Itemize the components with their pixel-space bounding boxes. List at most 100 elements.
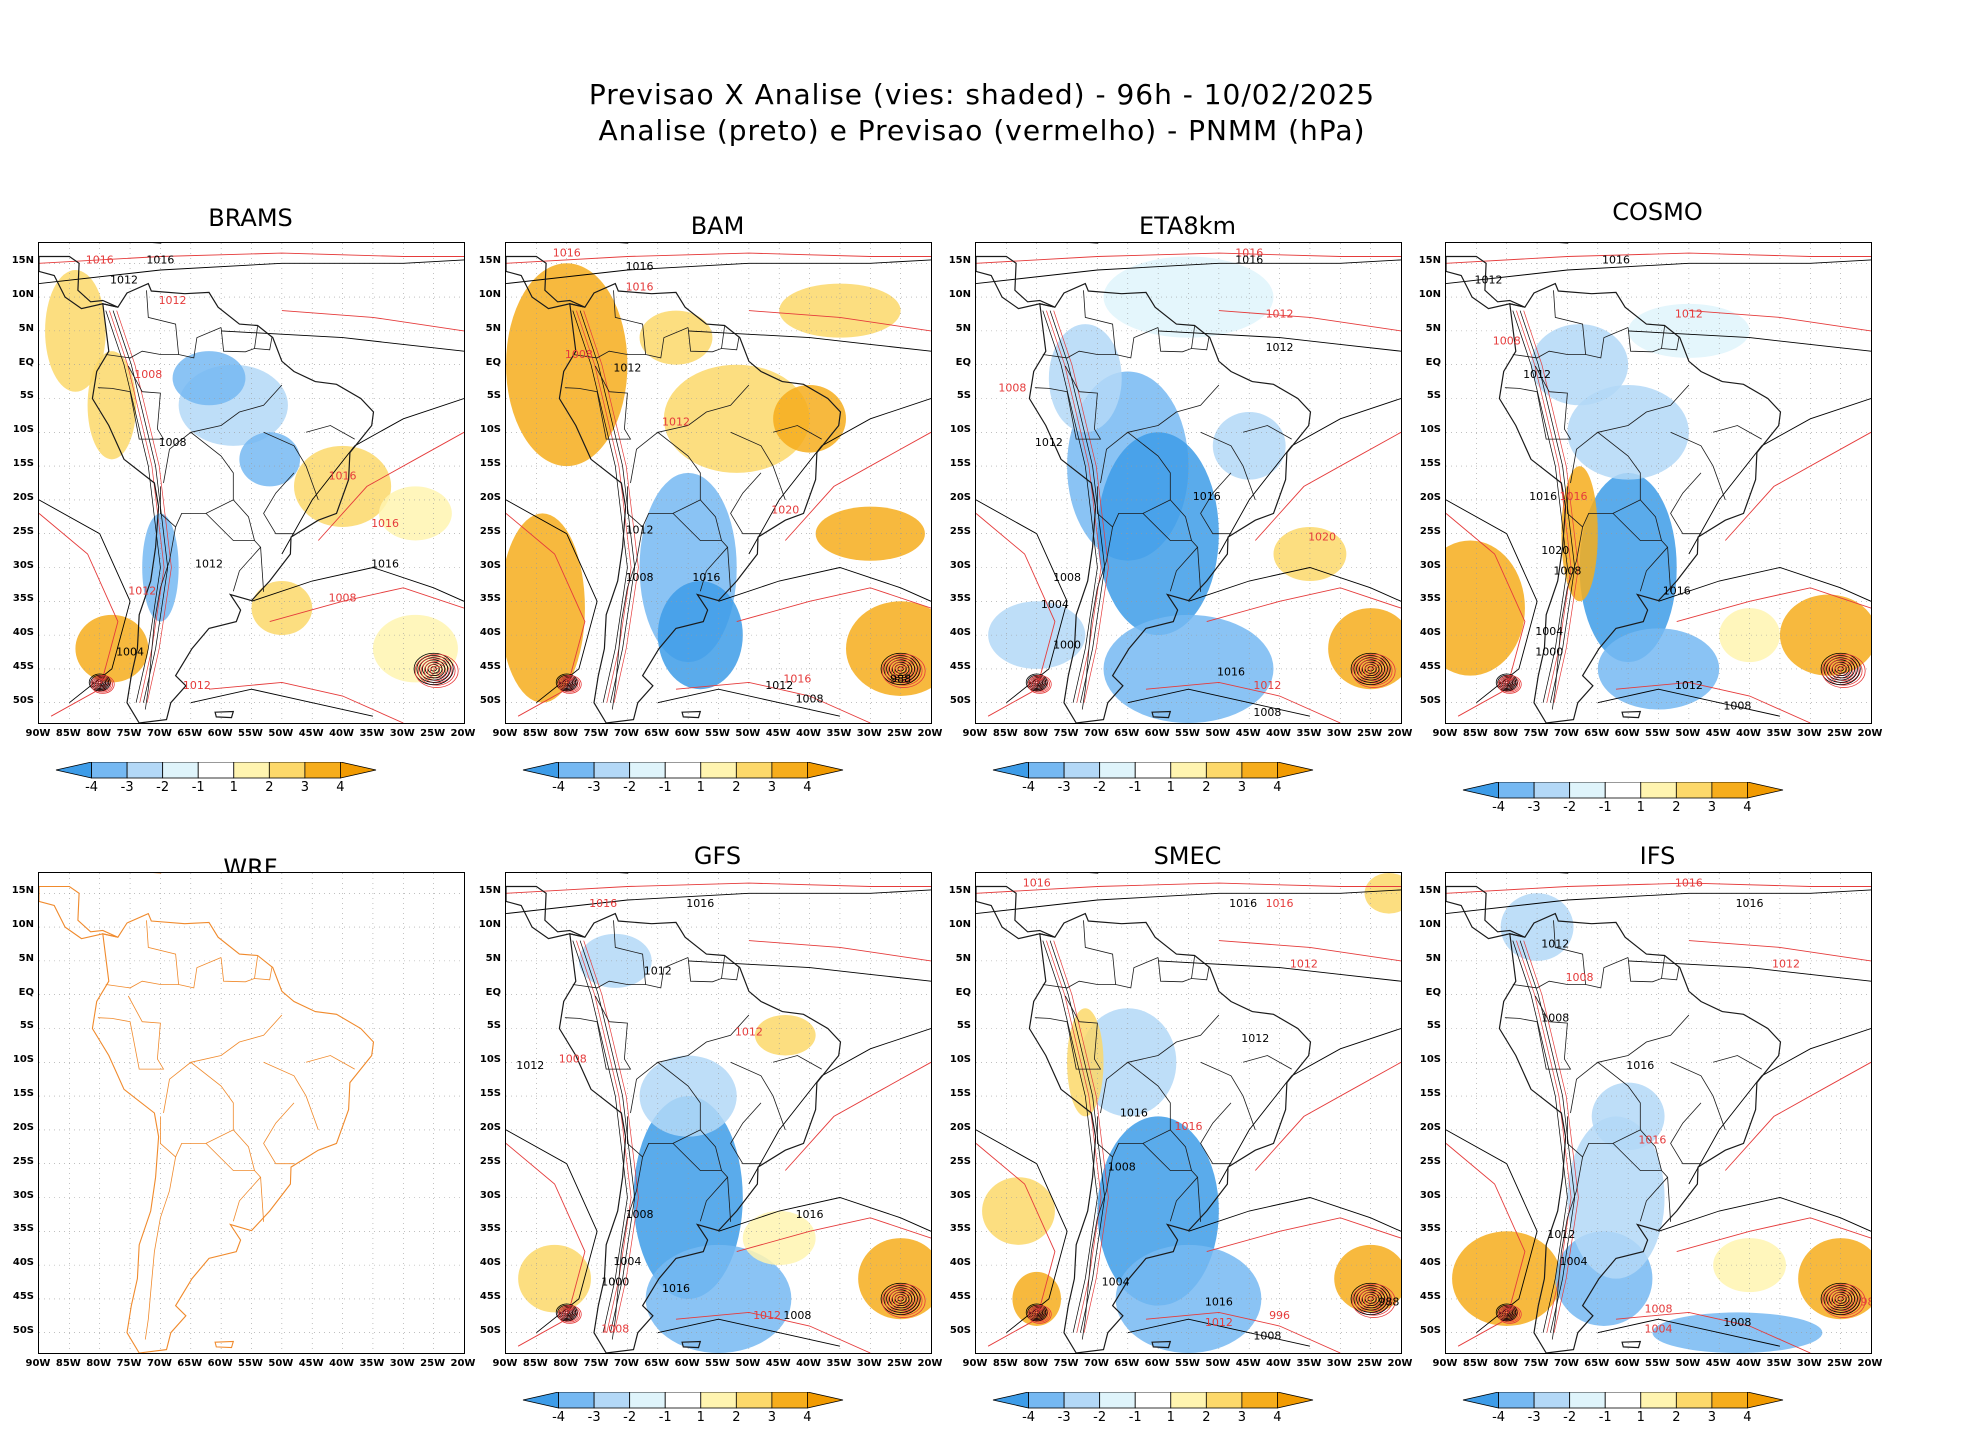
colorbar-tick-label: -2 bbox=[1563, 800, 1577, 815]
latitude-tick-label: 20S bbox=[479, 491, 501, 503]
low-pressure-isobar-forecast bbox=[559, 676, 581, 693]
country-border bbox=[611, 486, 644, 710]
panel-title: SMEC bbox=[1153, 842, 1222, 870]
country-border bbox=[657, 384, 750, 433]
longitude-tick-label: 70W bbox=[1083, 1358, 1109, 1369]
isobar-contour bbox=[506, 889, 931, 915]
panel-title: ETA8km bbox=[1139, 212, 1236, 240]
low-pressure-isobar bbox=[1495, 673, 1518, 692]
latitude-tick-label: 20S bbox=[479, 1121, 501, 1133]
central-america-coastline bbox=[976, 255, 1056, 310]
country-border bbox=[163, 431, 234, 528]
low-pressure-isobar bbox=[886, 1287, 916, 1311]
country-border bbox=[687, 326, 725, 353]
latitude-tick-label: 50S bbox=[1419, 694, 1441, 706]
country-border bbox=[233, 499, 255, 541]
low-pressure-isobar-forecast bbox=[1821, 653, 1866, 688]
latitude-tick-label: 40S bbox=[479, 627, 501, 639]
latitude-tick-label: 25S bbox=[1419, 525, 1441, 537]
isobar-value-label: 1016 bbox=[1560, 490, 1588, 503]
longitude-tick-label: 25W bbox=[420, 1358, 446, 1369]
longitude-tick-label: 30W bbox=[389, 1358, 415, 1369]
isobar-value-label: 1012 bbox=[765, 679, 793, 692]
low-pressure-isobar-forecast bbox=[890, 660, 917, 681]
colorbar-overflow-triangle bbox=[1277, 761, 1314, 779]
latitude-tick-label: 5N bbox=[1425, 952, 1441, 964]
low-pressure-isobar bbox=[1359, 1289, 1383, 1309]
country-border bbox=[263, 1102, 295, 1165]
country-border bbox=[1157, 956, 1195, 983]
latitude-tick-label: 45S bbox=[479, 1290, 501, 1302]
isobar-value-label: 1012 bbox=[1772, 958, 1800, 971]
colorbar-tick-label: -4 bbox=[552, 780, 566, 795]
isobar-value-label: 1016 bbox=[626, 260, 654, 273]
longitude-tick-label: 45W bbox=[1705, 728, 1731, 739]
map-frame: 1016 1012 1012 1012 1008 1016 1016 1020 1008 1004… bbox=[1445, 242, 1872, 724]
latitude-tick-label: 5S bbox=[486, 1020, 501, 1032]
isobar-contour bbox=[1446, 259, 1871, 285]
country-border bbox=[687, 956, 725, 983]
latitude-tick-label: 40S bbox=[949, 627, 971, 639]
figure-title-line-2: Analise (preto) e Previsao (vermelho) - … bbox=[598, 114, 1366, 147]
low-pressure-isobar-forecast bbox=[1497, 1305, 1522, 1324]
low-pressure-isobar bbox=[555, 1303, 578, 1322]
isobar-contour bbox=[1628, 960, 1871, 982]
isobar-contour bbox=[1145, 681, 1341, 723]
country-border bbox=[657, 1014, 750, 1063]
low-pressure-isobar-forecast bbox=[1499, 1306, 1521, 1323]
longitude-tick-label: 60W bbox=[674, 728, 700, 739]
colorbar bbox=[522, 1391, 844, 1409]
country-border bbox=[1034, 365, 1102, 440]
low-pressure-isobar bbox=[560, 677, 574, 688]
low-pressure-isobar bbox=[1823, 1285, 1858, 1313]
country-border bbox=[163, 1061, 234, 1158]
longitude-tick-label: 55W bbox=[1175, 1358, 1200, 1369]
latitude-tick-label: 40S bbox=[479, 1257, 501, 1269]
isobar-value-label: 1004 bbox=[1645, 1323, 1673, 1336]
country-border bbox=[220, 326, 258, 353]
country-border bbox=[1200, 1061, 1256, 1131]
low-pressure-isobar bbox=[557, 1304, 577, 1321]
longitude-tick-label: 90W bbox=[492, 1358, 518, 1369]
latitude-tick-label: 25S bbox=[12, 525, 34, 537]
latitude-tick-label: 30S bbox=[949, 1189, 971, 1201]
low-pressure-isobar-forecast bbox=[1830, 1290, 1857, 1311]
longitude-tick-label: 20W bbox=[917, 728, 943, 739]
map-frame: 1016 1016 1012 1012 1008 1016 1016 1008 1004 1012… bbox=[38, 242, 465, 724]
isobar-value-label: 1012 bbox=[110, 274, 138, 287]
low-pressure-isobar-forecast bbox=[1367, 665, 1381, 677]
longitude-tick-label: 40W bbox=[329, 1358, 355, 1369]
longitude-tick-label: 45W bbox=[765, 728, 791, 739]
longitude-tick-label: 60W bbox=[1144, 1358, 1170, 1369]
isobar-contour bbox=[976, 889, 1401, 915]
isobar-contour bbox=[1688, 940, 1871, 962]
latitude-tick-label: 30S bbox=[1419, 559, 1441, 571]
longitude-tick-label: 60W bbox=[207, 728, 233, 739]
isobar-value-label: 1012 bbox=[1290, 958, 1318, 971]
isobar-contour bbox=[1218, 940, 1401, 962]
isobar-contour bbox=[506, 259, 931, 285]
colorbar bbox=[992, 761, 1314, 779]
isobar-value-label: 1016 bbox=[329, 470, 357, 483]
colorbar-segment bbox=[1170, 761, 1207, 779]
isobar-value-label: 1008 bbox=[559, 1052, 587, 1065]
colorbar-segment bbox=[1063, 1391, 1101, 1409]
isobar-value-label: 1016 bbox=[1229, 897, 1257, 910]
colorbar-tick-label: -3 bbox=[1527, 800, 1541, 815]
latitude-tick-label: 5S bbox=[956, 390, 971, 402]
isobar-contour bbox=[976, 513, 1056, 717]
latitude-tick-label: 15N bbox=[948, 255, 971, 267]
isobar-contour bbox=[269, 587, 464, 623]
latitude-tick-label: 10N bbox=[478, 289, 501, 301]
colorbar-tick-label: -2 bbox=[623, 1410, 637, 1425]
isobar-value-label: 1008 bbox=[134, 368, 162, 381]
colorbar-tick-label: -2 bbox=[623, 780, 637, 795]
map-canvas bbox=[39, 873, 464, 1353]
low-pressure-isobar-forecast bbox=[1364, 1293, 1384, 1309]
low-pressure-isobar bbox=[1353, 1285, 1388, 1313]
latitude-tick-label: 5N bbox=[955, 322, 971, 334]
longitude-tick-label: 80W bbox=[1023, 1358, 1049, 1369]
colorbar-segment bbox=[629, 1391, 666, 1409]
country-border bbox=[1042, 920, 1117, 989]
country-border bbox=[263, 431, 319, 501]
